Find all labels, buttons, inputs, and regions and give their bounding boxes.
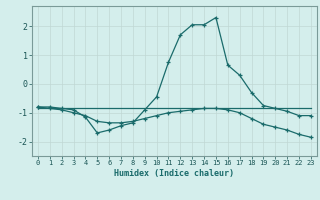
X-axis label: Humidex (Indice chaleur): Humidex (Indice chaleur) [115,169,234,178]
